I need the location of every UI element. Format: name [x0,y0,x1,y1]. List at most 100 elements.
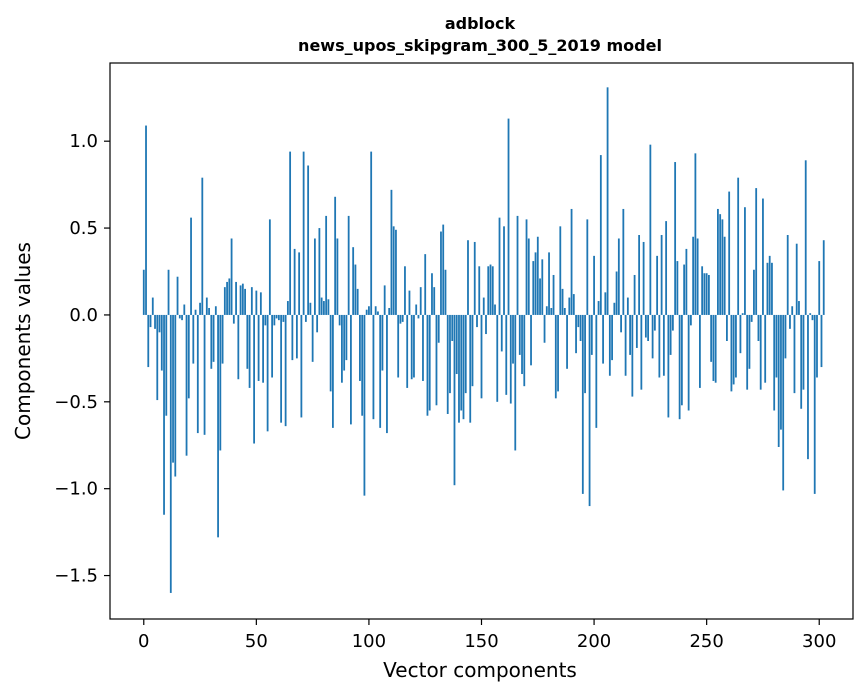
bar [338,314,341,326]
bar [559,226,562,315]
bar [726,314,728,341]
bar [741,313,744,315]
bar [505,314,508,395]
bar [604,292,607,315]
bar [212,314,215,362]
bar [665,221,668,315]
bar [388,307,391,315]
chart-title-line-2: news_upos_skipgram_300_5_2019 model [298,36,662,55]
bar [563,307,566,315]
bar [644,314,647,338]
bar [496,314,499,402]
bar [467,240,469,315]
bar [352,247,355,315]
bar [631,314,634,397]
bar [460,314,463,411]
bar [789,314,791,329]
bar [462,314,465,420]
bar [235,281,237,315]
bar [244,288,246,315]
bar [437,314,440,343]
bar [341,314,343,383]
bar [566,314,568,369]
bar [656,255,659,315]
bar [347,215,350,315]
bar [149,314,152,328]
bar [469,314,472,423]
bar [361,314,364,416]
bar [253,314,255,444]
bar [280,314,283,423]
bar [307,165,310,315]
bar [464,314,467,394]
bar [275,314,278,319]
bar [289,151,292,315]
bar [390,189,393,315]
bar [176,276,179,315]
bar [514,314,517,451]
bar [561,288,564,315]
bar [167,269,170,315]
bar [145,125,147,315]
bar [311,314,314,362]
bar [363,314,366,496]
bar [611,314,613,361]
bar [163,314,165,515]
bar [350,314,352,425]
bar [793,314,796,394]
bar [386,314,388,434]
bar [480,314,483,399]
bar [530,314,532,366]
bar [802,314,805,390]
bar [172,314,174,463]
bar [372,314,375,420]
x-tick-label: 150 [464,631,498,652]
bar [368,306,370,315]
bar [262,314,264,383]
bar [512,314,514,364]
bar [365,309,368,315]
bar [300,314,303,418]
bar [210,314,213,369]
bar [500,314,503,352]
bar [199,302,201,315]
bar [356,288,359,315]
bar [354,264,357,315]
bar [226,281,228,315]
y-tick-label: −0.5 [54,392,98,413]
bar [250,287,253,315]
bar [392,226,395,315]
bar [336,238,339,315]
bar [764,314,767,383]
bar [696,238,699,315]
bar [570,208,573,315]
bar [615,271,618,315]
bar [408,290,411,315]
bar [428,314,431,411]
bar [714,314,717,383]
bar [545,306,548,315]
bar [142,269,145,315]
bar [703,273,706,315]
bar [744,207,746,315]
bar [196,314,199,434]
bar [345,314,348,361]
bar [442,224,445,315]
bar [780,314,782,430]
bar [239,285,242,315]
bar [755,188,758,315]
bar [266,314,269,432]
bar [476,314,478,328]
bar [809,313,812,315]
bar [208,307,210,315]
bar [750,314,753,322]
bar [160,314,163,371]
x-tick-label: 50 [245,631,268,652]
bar [422,314,424,381]
bar [701,266,704,315]
bar [325,215,328,315]
bar [489,264,492,315]
bar [759,314,762,390]
bar [568,297,571,315]
bar [782,314,785,491]
